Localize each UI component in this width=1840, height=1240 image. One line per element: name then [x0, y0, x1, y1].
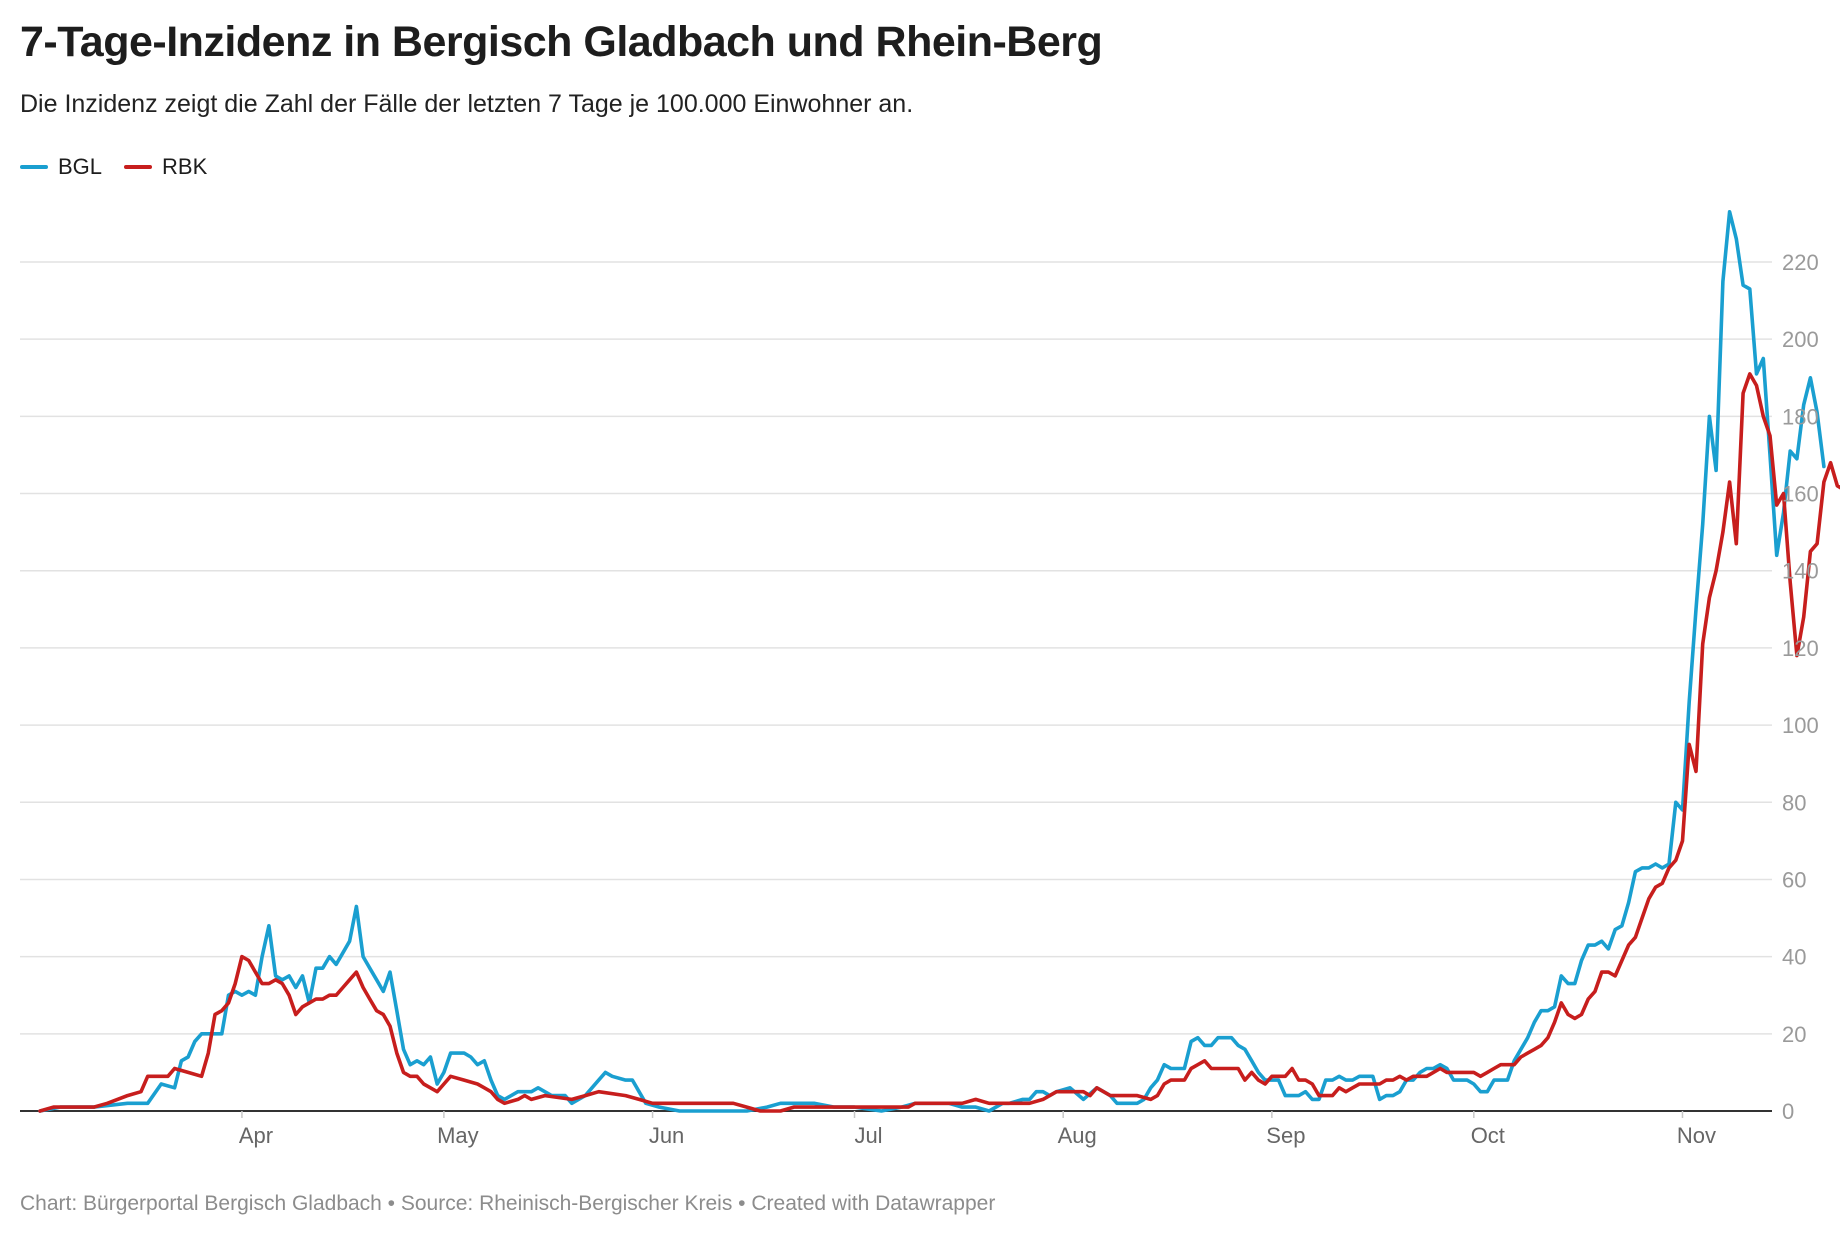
- y-tick-label: 60: [1782, 867, 1806, 892]
- x-tick-label: Aug: [1058, 1123, 1097, 1148]
- y-tick-label: 180: [1782, 404, 1819, 429]
- y-tick-label: 140: [1782, 559, 1819, 584]
- x-axis: Apr May Jun Jul Aug Sep Oct Nov: [239, 1111, 1716, 1148]
- x-tick-label: Apr: [239, 1123, 273, 1148]
- y-tick-label: 40: [1782, 945, 1806, 970]
- legend-swatch-rbk: [124, 165, 153, 169]
- legend-label-bgl: BGL: [58, 154, 103, 179]
- legend-item-rbk: RBK: [124, 154, 207, 180]
- x-tick-label: May: [437, 1123, 479, 1148]
- legend: BGL RBK: [20, 154, 207, 180]
- y-tick-label: 100: [1782, 713, 1819, 738]
- series-lines: [38, 210, 1840, 1113]
- legend-swatch-bgl: [20, 165, 48, 169]
- y-tick-label: 220: [1782, 250, 1819, 275]
- x-tick-label: Sep: [1266, 1123, 1305, 1148]
- chart-subtitle: Die Inzidenz zeigt die Zahl der Fälle de…: [20, 90, 914, 118]
- x-tick-label: Jun: [649, 1123, 684, 1148]
- y-tick-label: 200: [1782, 327, 1819, 352]
- legend-item-bgl: BGL: [20, 154, 102, 180]
- chart-title: 7-Tage-Inzidenz in Bergisch Gladbach und…: [20, 18, 1103, 66]
- y-tick-label: 80: [1782, 790, 1806, 815]
- grid-lines: [20, 261, 1772, 1112]
- y-tick-label: 0: [1782, 1099, 1794, 1124]
- x-tick-label: Jul: [854, 1123, 882, 1148]
- series-line-rbk: [38, 372, 1840, 1113]
- y-tick-label: 160: [1782, 482, 1819, 507]
- legend-label-rbk: RBK: [162, 154, 208, 179]
- x-tick-label: Oct: [1471, 1123, 1505, 1148]
- series-line-bgl: [38, 210, 1826, 1113]
- y-tick-label: 20: [1782, 1022, 1806, 1047]
- y-tick-label: 120: [1782, 636, 1819, 661]
- y-axis: 0 20 40 60 80 100 120 140 160 180 200 220: [1782, 250, 1819, 1124]
- chart-footer: Chart: Bürgerportal Bergisch Gladbach • …: [20, 1192, 996, 1215]
- x-tick-label: Nov: [1677, 1123, 1716, 1148]
